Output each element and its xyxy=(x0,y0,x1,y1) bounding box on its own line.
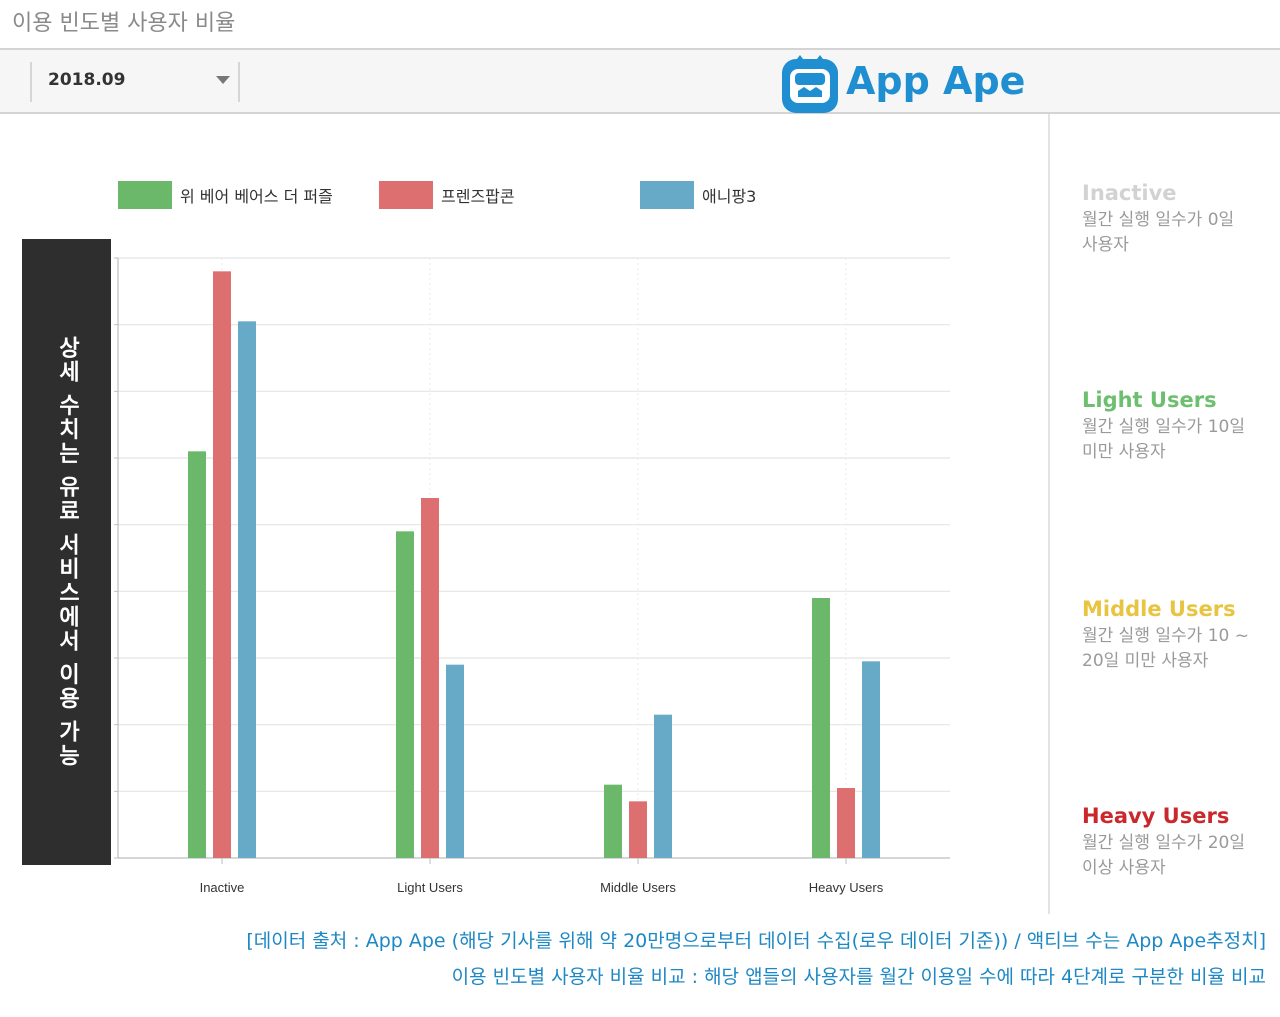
x-tick-label: Light Users xyxy=(397,880,463,895)
legend-swatch xyxy=(640,181,694,209)
legend-label: 프렌즈팝콘 xyxy=(441,187,515,206)
monkey-logo-icon xyxy=(782,55,838,113)
description-caption: 이용 빈도별 사용자 비율 비교 : 해당 앱들의 사용자를 월간 이용일 수에… xyxy=(451,966,1266,988)
bar xyxy=(396,531,414,858)
toolbar: 2018.09 App Ape xyxy=(0,48,1280,114)
segment-desc: 20일 미만 사용자 xyxy=(1082,651,1209,671)
segment-title: Light Users xyxy=(1082,388,1217,412)
bar xyxy=(837,788,855,858)
legend-label: 위 베어 베어스 더 퍼즐 xyxy=(180,187,333,206)
segment-legend-panel: Inactive 월간 실행 일수가 0일 사용자 Light Users 월간… xyxy=(1048,114,1280,914)
bar xyxy=(629,801,647,858)
date-select[interactable]: 2018.09 xyxy=(30,62,240,102)
legend-swatch xyxy=(118,181,172,209)
segment-inactive: Inactive 월간 실행 일수가 0일 사용자 xyxy=(1082,180,1277,258)
bar xyxy=(188,451,206,858)
x-tick-label: Heavy Users xyxy=(809,880,884,895)
x-tick-label: Inactive xyxy=(200,880,245,895)
side-banner: 상세 수치는 유료 서비스에서 이용 가능 xyxy=(22,239,111,865)
legend-swatch xyxy=(379,181,433,209)
date-select-value: 2018.09 xyxy=(48,70,126,90)
segment-desc: 사용자 xyxy=(1082,235,1129,255)
segment-heavy-users: Heavy Users 월간 실행 일수가 20일 이상 사용자 xyxy=(1082,803,1277,881)
chevron-down-icon[interactable] xyxy=(216,76,230,84)
bar xyxy=(862,661,880,858)
segment-desc: 월간 실행 일수가 0일 xyxy=(1082,210,1235,230)
segment-title: Inactive xyxy=(1082,181,1177,205)
bar xyxy=(654,714,672,858)
segment-desc: 월간 실행 일수가 10일 xyxy=(1082,417,1245,437)
segment-middle-users: Middle Users 월간 실행 일수가 10 ~ 20일 미만 사용자 xyxy=(1082,596,1277,674)
segment-desc: 월간 실행 일수가 10 ~ xyxy=(1082,626,1249,646)
segment-title: Heavy Users xyxy=(1082,804,1230,828)
bar xyxy=(446,664,464,858)
segment-desc: 미만 사용자 xyxy=(1082,442,1166,462)
page-title: 이용 빈도별 사용자 비율 xyxy=(12,11,236,36)
x-tick-label: Middle Users xyxy=(600,880,676,895)
segment-desc: 이상 사용자 xyxy=(1082,858,1166,878)
legend-label: 애니팡3 xyxy=(702,187,757,206)
bar xyxy=(812,598,830,858)
bar xyxy=(238,321,256,858)
source-caption: [데이터 출처 : App Ape (해당 기사를 위해 약 20만명으로부터 … xyxy=(246,930,1266,952)
brand-name: App Ape xyxy=(846,59,1026,103)
bar xyxy=(213,271,231,858)
bar xyxy=(604,784,622,858)
bar-chart: Inactive Light Users Middle Users Heavy Use… xyxy=(114,257,950,895)
segment-title: Middle Users xyxy=(1082,597,1236,621)
side-banner-text: 상세 수치는 유료 서비스에서 이용 가능 xyxy=(54,335,80,769)
segment-light-users: Light Users 월간 실행 일수가 10일 미만 사용자 xyxy=(1082,387,1277,465)
bar xyxy=(421,498,439,858)
segment-desc: 월간 실행 일수가 20일 xyxy=(1082,833,1245,853)
